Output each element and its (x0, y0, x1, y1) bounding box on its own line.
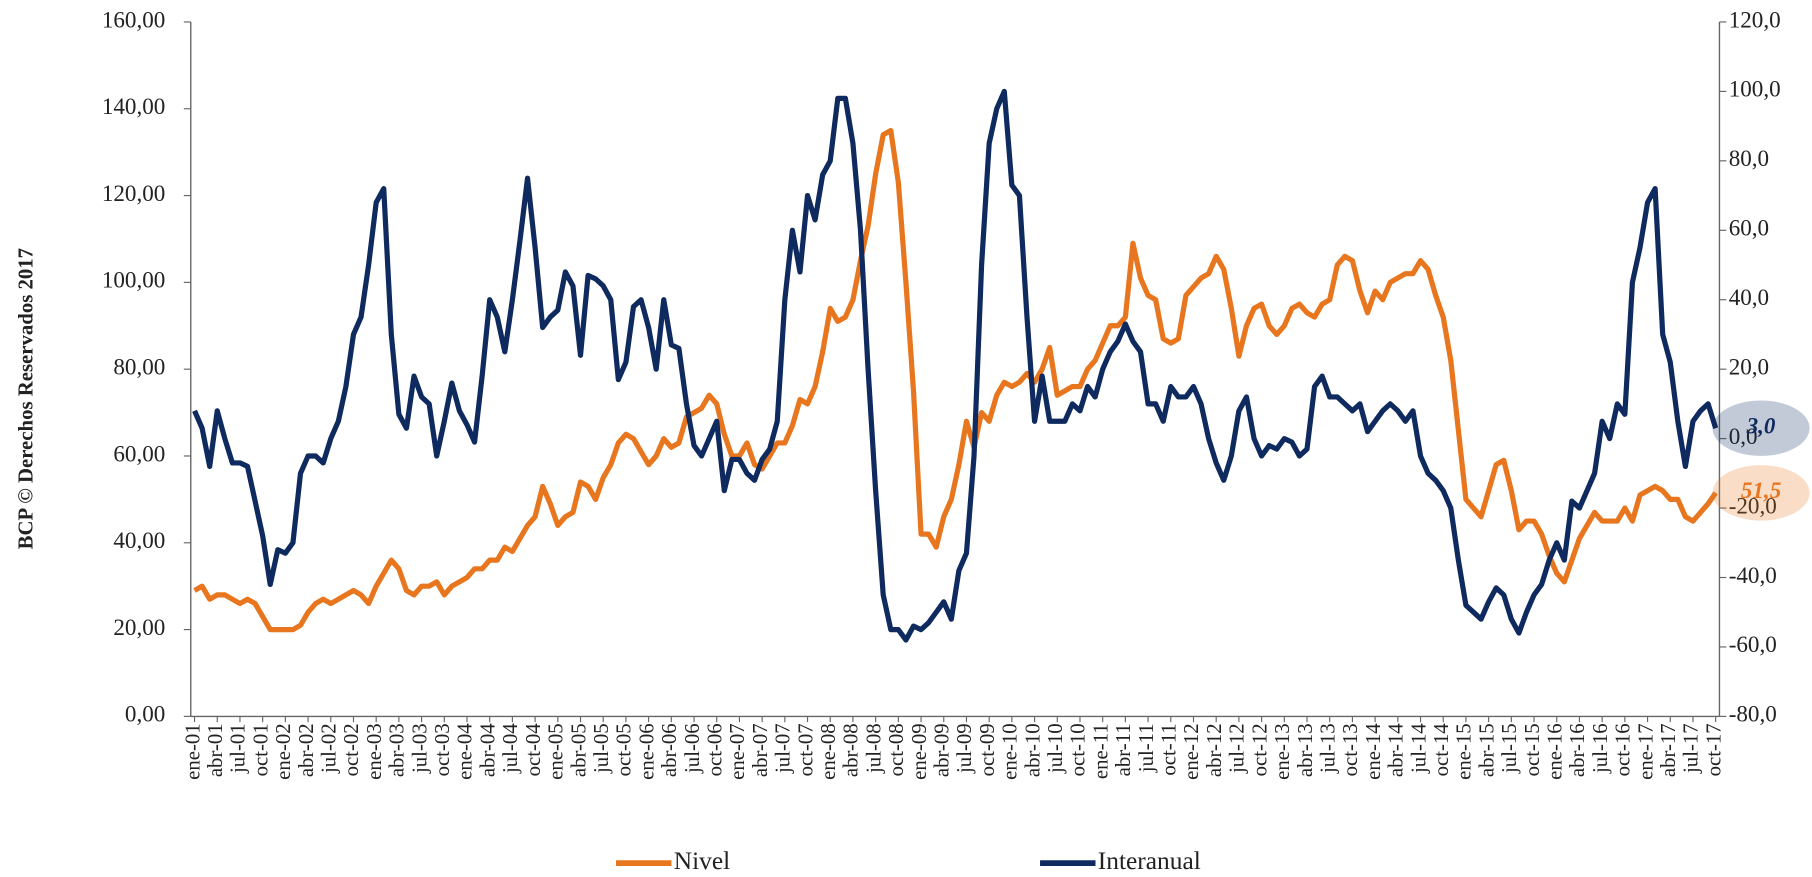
x-tick-label: abr-02 (295, 723, 318, 777)
y2-tick-label: 80,0 (1729, 145, 1769, 171)
value-label: 51,5 (1741, 477, 1781, 503)
x-tick-label: jul-10 (1044, 723, 1067, 774)
x-tick-label: jul-13 (1316, 723, 1339, 774)
y-tick-label: 140,00 (102, 93, 166, 119)
x-tick-label: jul-02 (318, 723, 341, 774)
x-tick-label: jul-11 (1135, 723, 1158, 773)
y2-tick-label: 0,0 (1729, 423, 1758, 449)
x-tick-label: ene-03 (363, 723, 386, 780)
y2-tick-label: -60,0 (1729, 631, 1777, 657)
x-tick-label: abr-13 (1294, 723, 1317, 777)
y2-tick-label: 60,0 (1729, 215, 1769, 241)
x-tick-label: abr-08 (840, 723, 863, 777)
y-tick-label: 20,00 (113, 614, 165, 640)
x-tick-label: ene-17 (1634, 723, 1657, 780)
y2-tick-label: -80,0 (1729, 701, 1777, 727)
x-tick-label: ene-06 (635, 723, 658, 780)
x-tick-label: oct-08 (885, 723, 908, 776)
y2-tick-label: -40,0 (1729, 562, 1777, 588)
x-tick-label: ene-05 (545, 723, 568, 780)
x-tick-label: oct-12 (1248, 723, 1271, 776)
legend-label: Nivel (674, 847, 730, 875)
y-tick-label: 0,00 (125, 701, 165, 727)
x-tick-label: jul-03 (408, 723, 431, 774)
x-tick-label: jul-06 (681, 723, 704, 774)
x-tick-label: jul-17 (1680, 723, 1703, 774)
series-line (193, 127, 1718, 633)
x-tick-label: ene-10 (999, 723, 1022, 780)
x-tick-label: ene-14 (1362, 723, 1385, 780)
x-tick-label: ene-09 (908, 723, 931, 780)
label-bubble (1712, 465, 1810, 521)
x-tick-label: abr-17 (1657, 723, 1680, 777)
x-tick-label: oct-10 (1067, 723, 1090, 776)
x-tick-label: ene-01 (181, 723, 204, 780)
side-note: BCP © Derechos Reservados 2017 (15, 248, 38, 549)
x-tick-label: jul-12 (1226, 723, 1249, 774)
y-tick-label: 160,00 (102, 6, 166, 32)
x-tick-label: oct-04 (522, 723, 545, 777)
x-tick-label: ene-12 (1180, 723, 1203, 780)
x-tick-label: oct-09 (976, 723, 999, 776)
x-tick-label: abr-12 (1203, 723, 1226, 777)
x-tick-label: ene-08 (817, 723, 840, 780)
x-tick-label: jul-07 (772, 723, 795, 774)
y-tick-label: 40,00 (113, 527, 165, 553)
label-bubble (1712, 400, 1810, 456)
x-tick-label: jul-04 (499, 723, 522, 774)
y-tick-label: 60,00 (113, 440, 165, 466)
x-tick-label: oct-02 (340, 723, 363, 776)
legend-label: Interanual (1098, 847, 1201, 875)
x-tick-label: ene-04 (454, 723, 477, 780)
x-tick-label: ene-11 (1089, 723, 1112, 779)
x-tick-label: ene-13 (1271, 723, 1294, 780)
x-tick-label: jul-14 (1407, 723, 1430, 774)
x-tick-label: jul-16 (1589, 723, 1612, 774)
x-tick-label: jul-15 (1498, 723, 1521, 774)
x-tick-label: abr-06 (658, 723, 681, 777)
x-tick-label: oct-05 (613, 723, 636, 776)
value-label: 3,0 (1746, 412, 1776, 438)
x-tick-label: abr-01 (204, 723, 227, 777)
x-tick-label: oct-03 (431, 723, 454, 776)
y2-tick-label: 120,0 (1729, 6, 1781, 32)
x-tick-label: abr-04 (476, 723, 499, 777)
series-line (192, 88, 1719, 643)
x-tick-label: oct-16 (1612, 723, 1635, 776)
x-tick-label: abr-11 (1112, 723, 1135, 776)
x-tick-label: oct-11 (1158, 723, 1181, 775)
y2-tick-label: 100,0 (1729, 76, 1781, 102)
x-tick-label: oct-07 (794, 723, 817, 776)
y-tick-label: 120,00 (102, 180, 166, 206)
x-tick-label: abr-09 (931, 723, 954, 777)
x-tick-label: jul-01 (227, 723, 250, 774)
x-tick-label: jul-09 (953, 723, 976, 774)
x-tick-label: oct-13 (1339, 723, 1362, 776)
x-tick-label: abr-14 (1385, 723, 1408, 777)
x-tick-label: oct-17 (1702, 723, 1725, 776)
x-tick-label: oct-14 (1430, 723, 1453, 777)
x-tick-label: jul-05 (590, 723, 613, 774)
y-tick-label: 80,00 (113, 353, 165, 379)
x-tick-label: abr-10 (1021, 723, 1044, 777)
x-tick-label: oct-01 (249, 723, 272, 776)
x-tick-label: jul-08 (862, 723, 885, 774)
x-tick-label: abr-05 (567, 723, 590, 777)
x-tick-label: ene-02 (272, 723, 295, 780)
y-tick-label: 100,00 (102, 267, 166, 293)
y2-tick-label: -20,0 (1729, 492, 1777, 518)
x-tick-label: oct-15 (1521, 723, 1544, 776)
x-tick-label: ene-16 (1544, 723, 1567, 780)
x-tick-label: abr-15 (1475, 723, 1498, 777)
x-tick-label: ene-15 (1453, 723, 1476, 780)
x-tick-label: oct-06 (703, 723, 726, 776)
x-tick-label: abr-16 (1566, 723, 1589, 777)
y2-tick-label: 20,0 (1729, 353, 1769, 379)
x-tick-label: abr-07 (749, 723, 772, 777)
x-tick-label: ene-07 (726, 723, 749, 780)
y2-tick-label: 40,0 (1729, 284, 1769, 310)
x-tick-label: abr-03 (386, 723, 409, 777)
